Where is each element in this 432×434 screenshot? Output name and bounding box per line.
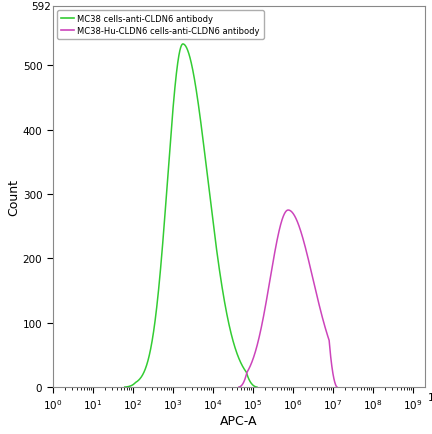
Text: $\mathregular{10^{9.3}}$: $\mathregular{10^{9.3}}$ [427, 389, 432, 403]
Legend: MC38 cells-anti-CLDN6 antibody, MC38-Hu-CLDN6 cells-anti-CLDN6 antibody: MC38 cells-anti-CLDN6 antibody, MC38-Hu-… [57, 11, 264, 40]
Y-axis label: Count: Count [7, 179, 20, 216]
X-axis label: APC-A: APC-A [220, 414, 257, 427]
Text: 592: 592 [31, 2, 51, 12]
